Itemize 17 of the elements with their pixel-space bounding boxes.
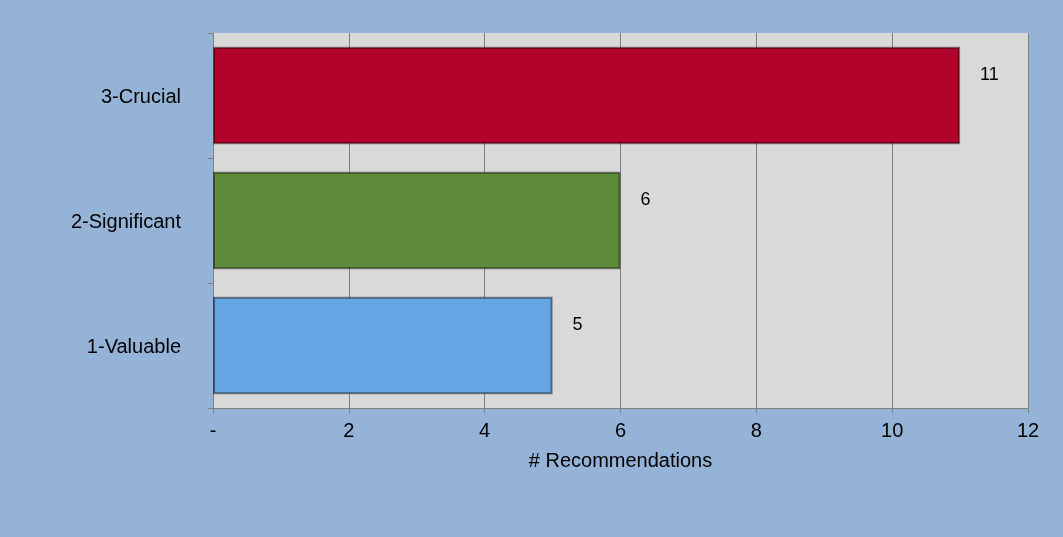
x-tick-label: 10 [881,419,904,441]
y-tick-label: 1-Valuable [86,334,181,357]
y-tick-label: 3-Crucial [100,84,181,107]
x-tick-label: 4 [479,419,491,441]
data-label: 5 [572,313,583,334]
x-tick-label: 12 [1016,419,1040,441]
x-tick-label: 2 [343,419,355,441]
x-axis-title: # Recommendations [528,449,713,471]
bar [213,296,553,395]
data-label: 11 [980,63,999,84]
data-label: 6 [640,188,651,209]
x-tick-label: - [209,419,217,441]
bar [213,171,621,270]
x-tick-label: 6 [614,419,627,441]
y-tick-label: 2-Significant [70,209,182,232]
bar [213,46,961,145]
x-tick-label: 8 [750,419,762,441]
